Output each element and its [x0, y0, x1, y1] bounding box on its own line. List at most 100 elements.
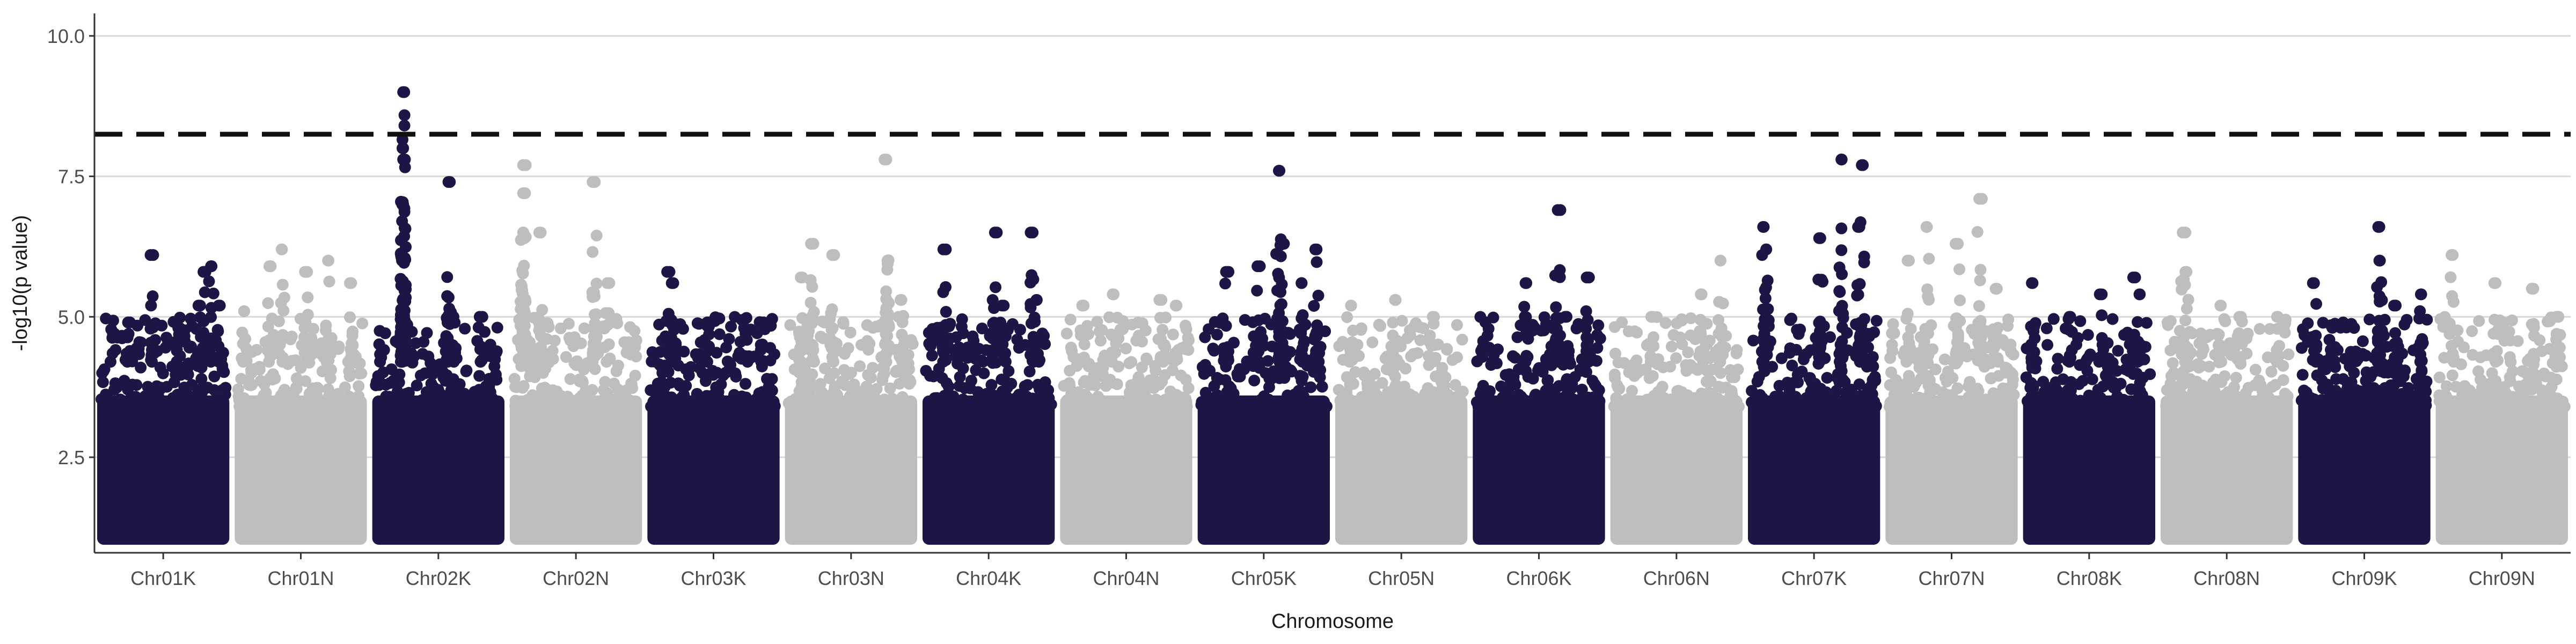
snp-point — [1821, 372, 1833, 384]
snp-point — [1155, 333, 1167, 345]
snp-point — [2373, 290, 2385, 302]
x-tick-label-Chr05N: Chr05N — [1368, 567, 1435, 589]
snp-point — [420, 386, 433, 398]
snp-point — [1114, 324, 1126, 336]
snp-point — [1091, 316, 1103, 328]
snp-point — [398, 230, 411, 243]
snp-point — [1854, 278, 1866, 290]
snp-point — [1180, 392, 1192, 405]
snp-point — [723, 333, 735, 345]
snp-point — [1676, 338, 1688, 350]
snp-point — [690, 348, 702, 361]
snp-point — [1716, 340, 1728, 353]
snp-point — [1794, 323, 1806, 335]
snp-point — [985, 379, 998, 391]
snp-point — [1950, 321, 1962, 333]
snp-point — [1312, 289, 1324, 302]
snp-point — [1005, 377, 1018, 390]
snp-point — [441, 271, 453, 283]
snp-point — [658, 380, 671, 393]
dense-points-Chr04K — [923, 395, 1055, 545]
snp-point — [2263, 392, 2275, 404]
snp-point — [1399, 362, 1411, 375]
snp-point — [286, 330, 298, 342]
snp-point — [474, 343, 486, 355]
snp-point — [1941, 376, 1953, 388]
snp-point — [1691, 400, 1703, 412]
snp-point — [1211, 372, 1223, 384]
snp-point — [1675, 314, 1688, 327]
snp-point — [1154, 312, 1166, 324]
snp-point — [2489, 313, 2501, 326]
snp-point — [2295, 394, 2308, 407]
snp-point — [253, 361, 266, 373]
snp-point — [799, 386, 811, 398]
snp-point — [1182, 382, 1195, 394]
chromosome-points-Chr06K — [1470, 204, 1606, 545]
snp-point — [1747, 334, 1759, 347]
snp-point — [1219, 277, 1231, 290]
dense-points-Chr08N — [2161, 395, 2293, 545]
snp-point — [1519, 311, 1531, 323]
snp-point — [159, 341, 172, 354]
peak-point — [795, 272, 807, 284]
snp-point — [2302, 317, 2314, 330]
peak-point — [2373, 254, 2385, 267]
snp-point — [1713, 314, 1725, 326]
snp-point — [273, 348, 286, 360]
snp-point — [316, 365, 328, 378]
x-axis-title: Chromosome — [1271, 610, 1394, 633]
snp-point — [2540, 396, 2552, 408]
snp-point — [338, 398, 350, 411]
snp-point — [2132, 316, 2144, 328]
snp-point — [1813, 328, 1826, 341]
snp-point — [978, 367, 990, 379]
snp-point — [2443, 328, 2456, 340]
snp-point — [1358, 367, 1370, 379]
peak-point — [2127, 272, 2139, 284]
snp-point — [449, 346, 462, 358]
peak-point — [1835, 153, 1848, 166]
snp-point — [1064, 313, 1077, 326]
snp-point — [826, 351, 838, 363]
snp-point — [999, 330, 1012, 342]
snp-point — [518, 304, 530, 316]
snp-point — [1695, 387, 1708, 400]
snp-point — [298, 322, 311, 334]
snp-point — [2498, 381, 2511, 393]
snp-point — [535, 341, 547, 353]
snp-point — [1027, 392, 1039, 405]
snp-point — [373, 379, 385, 391]
snp-point — [587, 347, 599, 360]
snp-point — [560, 351, 572, 363]
snp-point — [2363, 313, 2376, 326]
snp-point — [1974, 314, 1987, 327]
snp-point — [2235, 351, 2247, 363]
snp-point — [2074, 315, 2087, 327]
y-axis-ticks: 2.5 5.0 7.5 10.0 — [47, 25, 94, 469]
snp-point — [1253, 338, 1265, 350]
x-axis-ticks: Chr01K Chr01N Chr02K Chr02N Chr03K Chr03N Chr0… — [130, 553, 2535, 589]
peak-point — [755, 316, 767, 328]
snp-point — [624, 321, 636, 333]
snp-point — [2370, 384, 2382, 396]
snp-point — [217, 400, 229, 413]
snp-point — [928, 392, 941, 404]
snp-point — [475, 354, 488, 367]
snp-point — [1953, 263, 1965, 275]
snp-point — [298, 347, 311, 359]
snp-point — [804, 274, 817, 286]
snp-point — [2433, 371, 2446, 384]
snp-point — [1753, 371, 1765, 383]
snp-point — [2178, 331, 2190, 343]
snp-point — [1642, 394, 1654, 407]
snp-point — [2203, 361, 2215, 373]
snp-point — [374, 356, 386, 368]
snp-point — [2092, 384, 2104, 396]
snp-point — [2213, 328, 2225, 341]
snp-point — [2384, 379, 2397, 391]
peak-point — [1645, 311, 1657, 323]
snp-point — [580, 385, 592, 397]
snp-point — [854, 360, 866, 372]
snp-point — [1592, 319, 1605, 332]
